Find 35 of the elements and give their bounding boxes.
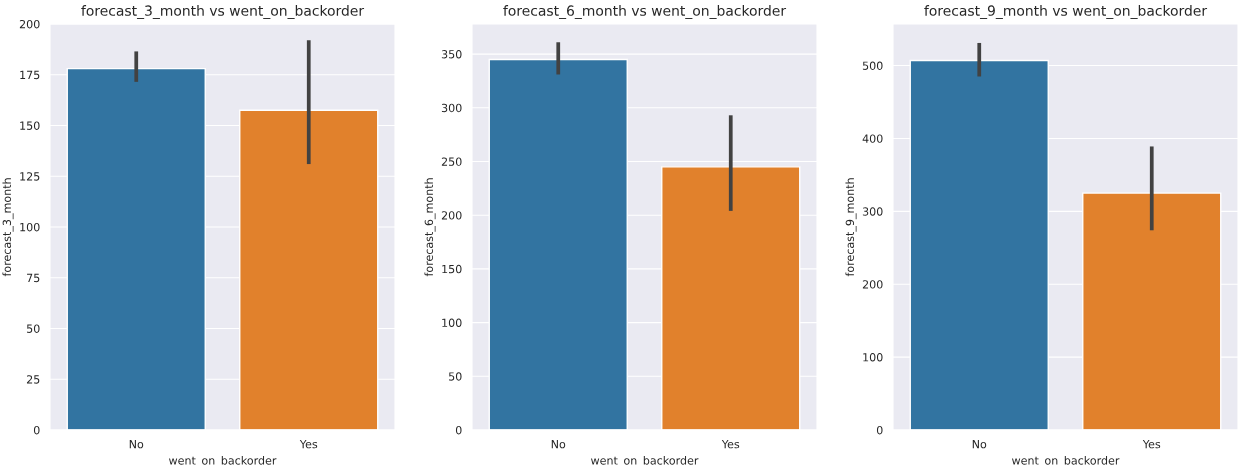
y-tick-label: 250 xyxy=(441,157,462,166)
y-tick-label: 500 xyxy=(862,61,883,70)
y-tick-label: 50 xyxy=(27,324,40,333)
x-tick-label: Yes xyxy=(1142,440,1161,449)
y-tick-label: 300 xyxy=(441,103,462,113)
chart-title: forecast_3_month vs went_on_backorder xyxy=(81,5,365,19)
y-axis-title: forecast_9_month xyxy=(845,178,857,277)
y-tick-label: 300 xyxy=(862,207,883,216)
x-tick-label: Yes xyxy=(721,440,740,449)
x-tick-label: No xyxy=(129,440,144,449)
y-tick-label: 125 xyxy=(20,172,40,181)
y-tick-label: 0 xyxy=(876,425,883,435)
y-tick-label: 150 xyxy=(442,264,462,274)
y-tick-label: 350 xyxy=(441,50,462,59)
y-tick-label: 100 xyxy=(863,353,883,362)
y-tick-label: 50 xyxy=(449,372,462,381)
chart-title: forecast_9_month vs went_on_backorder xyxy=(924,5,1208,19)
y-tick-label: 200 xyxy=(441,211,462,220)
chart-title: forecast_6_month vs went_on_backorder xyxy=(503,5,787,19)
y-axis-title: forecast_3_month xyxy=(2,178,14,277)
y-tick-label: 150 xyxy=(20,121,40,130)
y-tick-label: 200 xyxy=(862,280,883,289)
y-tick-label: 100 xyxy=(442,318,462,327)
y-tick-label: 175 xyxy=(20,70,40,80)
y-axis-title: forecast_6_month xyxy=(424,178,436,277)
y-tick-label: 25 xyxy=(26,375,40,384)
x-tick-label: No xyxy=(551,440,566,449)
y-tick-label: 200 xyxy=(19,19,40,29)
x-tick-label: Yes xyxy=(299,440,318,449)
y-tick-label: 0 xyxy=(455,425,462,435)
y-tick-label: 75 xyxy=(27,273,40,283)
x-tick-label: No xyxy=(972,440,987,449)
y-tick-label: 0 xyxy=(33,425,40,435)
y-tick-label: 100 xyxy=(20,222,40,232)
y-tick-label: 400 xyxy=(862,134,883,143)
